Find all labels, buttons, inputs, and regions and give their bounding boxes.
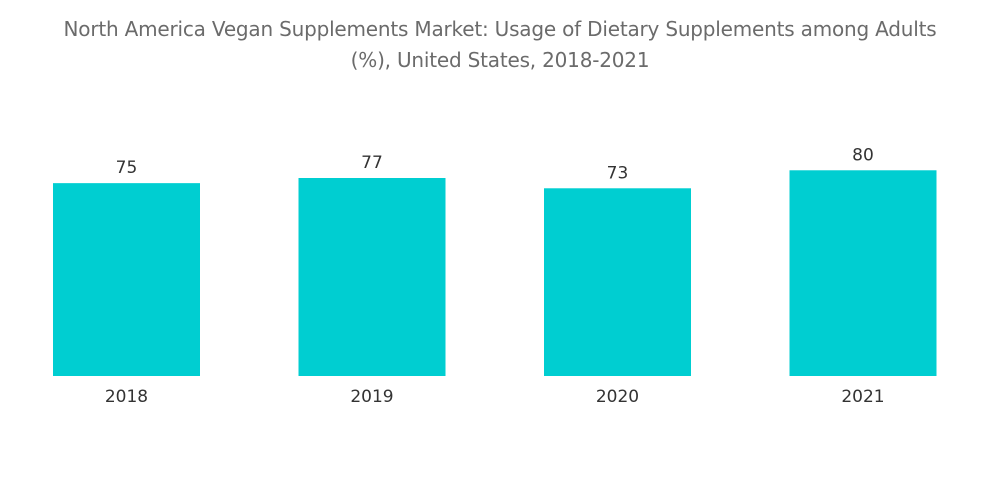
x-tick-label-2020: 2020 [596, 387, 639, 407]
bar-2019 [298, 178, 446, 376]
chart-title-line-1: North America Vegan Supplements Market: … [63, 17, 937, 41]
bar-value-label-2021: 80 [852, 145, 874, 165]
x-tick-label-2019: 2019 [350, 387, 393, 407]
chart-title-line-2: (%), United States, 2018-2021 [350, 48, 650, 72]
bar-2018 [53, 183, 200, 376]
chart-title: North America Vegan Supplements Market: … [0, 14, 1000, 76]
bar-2020 [544, 188, 691, 376]
bar-value-label-2018: 75 [116, 158, 138, 178]
x-tick-label-2018: 2018 [105, 387, 148, 407]
bar-2021 [789, 170, 937, 376]
x-tick-label-2021: 2021 [841, 387, 884, 407]
bar-value-label-2019: 77 [361, 153, 383, 173]
bar-value-label-2020: 73 [607, 163, 629, 183]
